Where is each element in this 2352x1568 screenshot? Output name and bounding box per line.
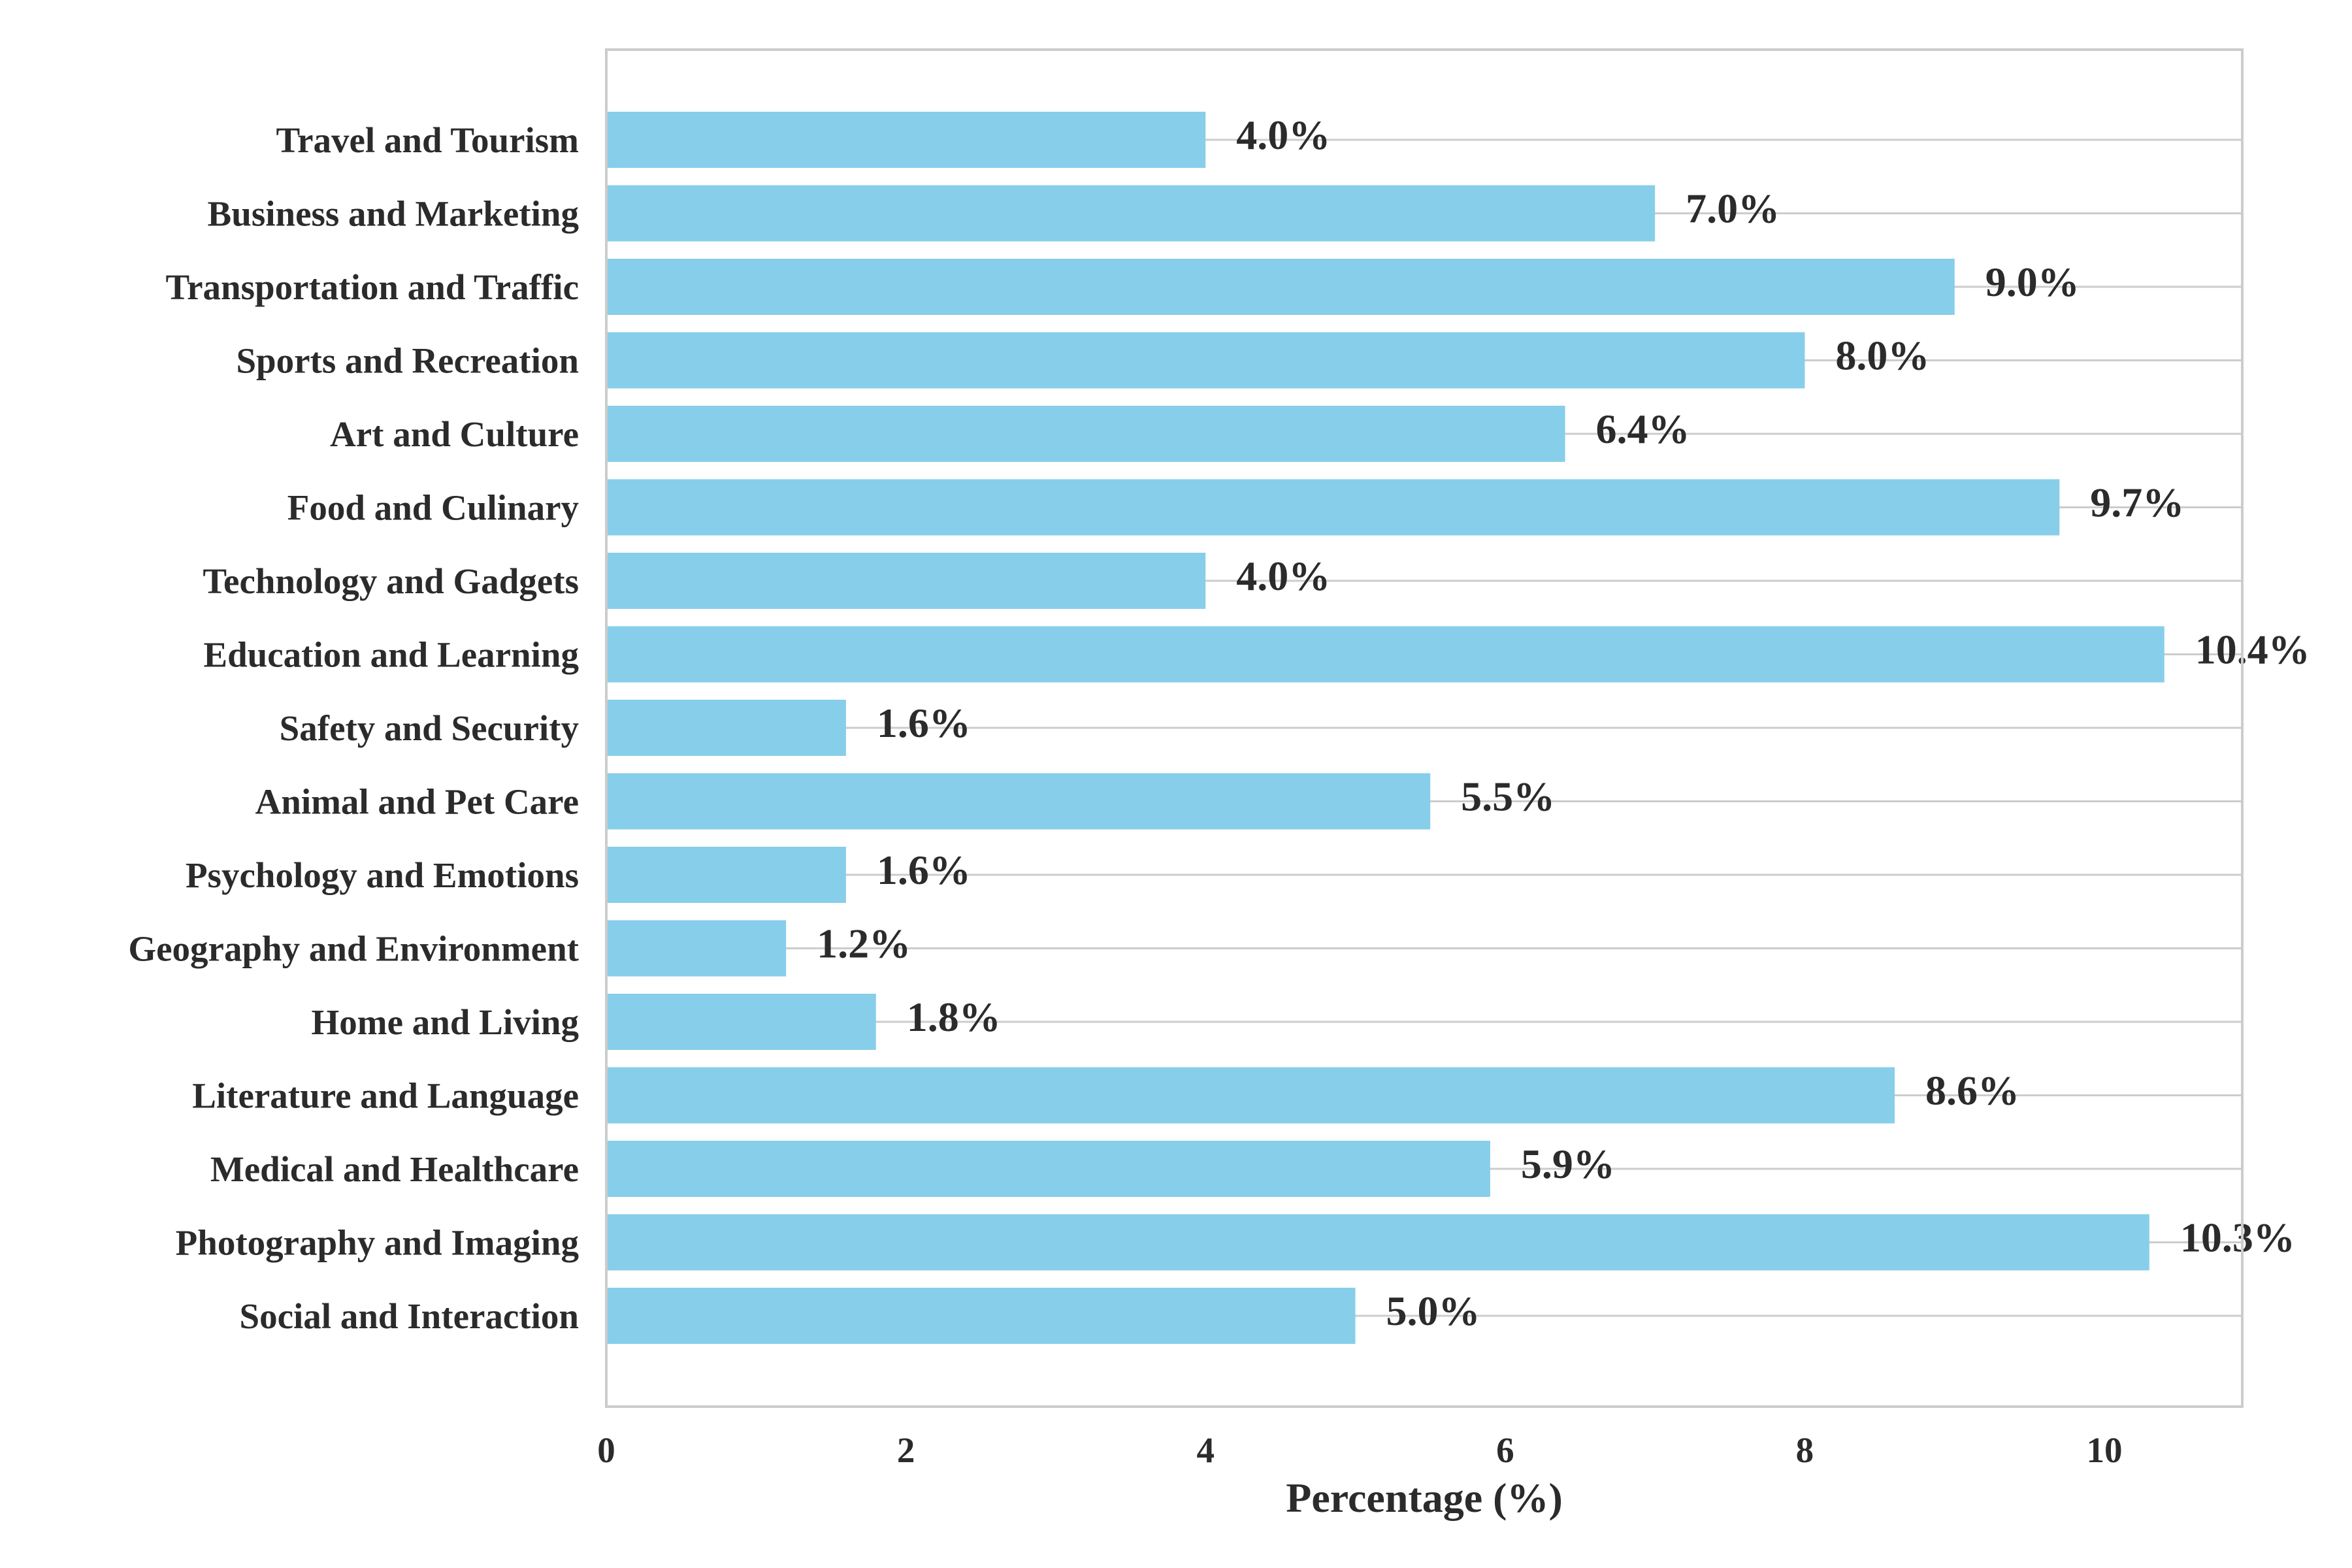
bar (606, 406, 1565, 462)
bar (606, 332, 1805, 389)
x-tick-label: 10 (2087, 1430, 2123, 1470)
category-label: Travel and Tourism (276, 120, 579, 160)
category-label: Medical and Healthcare (210, 1149, 579, 1189)
category-labels: Travel and Tourism Business and Marketing… (128, 120, 579, 1336)
bar (606, 185, 1656, 242)
bar (606, 700, 846, 756)
category-label: Social and Interaction (240, 1296, 579, 1336)
value-label: 10.4% (2195, 627, 2310, 673)
bar (606, 479, 2060, 536)
value-label: 1.8% (907, 994, 1001, 1040)
category-label: Transportation and Traffic (165, 267, 579, 307)
x-axis-title: Percentage (%) (1286, 1475, 1563, 1521)
category-label: Technology and Gadgets (203, 561, 579, 601)
value-label: 8.0% (1835, 333, 1929, 379)
bar (606, 1288, 1356, 1344)
category-label: Business and Marketing (208, 194, 579, 234)
value-label: 8.6% (1925, 1068, 2019, 1114)
category-label: Food and Culinary (287, 488, 579, 528)
value-label: 9.0% (1985, 259, 2080, 305)
category-label: Geography and Environment (128, 929, 579, 969)
value-label: 4.0% (1236, 112, 1330, 158)
bar (606, 847, 846, 903)
value-labels: 4.0% 7.0% 9.0% 8.0% 6.4% 9.7% 4.0% 10.4% 1.6% 5.5… (817, 112, 2310, 1334)
category-label: Home and Living (311, 1002, 579, 1042)
bar (606, 994, 876, 1050)
bar (606, 259, 1955, 315)
category-label: Photography and Imaging (176, 1223, 579, 1263)
value-label: 10.3% (2180, 1215, 2295, 1261)
value-label: 1.6% (877, 700, 971, 746)
bar (606, 1141, 1490, 1197)
x-tick-label: 0 (597, 1430, 615, 1470)
value-label: 7.0% (1686, 186, 1780, 232)
value-label: 9.7% (2090, 480, 2184, 526)
bars (606, 112, 2164, 1344)
x-tick-label: 4 (1196, 1430, 1215, 1470)
x-tick-label: 8 (1796, 1430, 1814, 1470)
bar (606, 1214, 2149, 1271)
category-label: Art and Culture (330, 414, 579, 454)
value-label: 1.2% (817, 921, 911, 967)
x-tick-label: 6 (1496, 1430, 1514, 1470)
bar (606, 920, 787, 977)
category-label: Safety and Security (280, 708, 579, 748)
category-label: Literature and Language (192, 1076, 579, 1116)
value-label: 1.6% (877, 847, 971, 893)
bar (606, 553, 1206, 609)
bar (606, 626, 2164, 683)
category-label: Animal and Pet Care (255, 782, 579, 822)
bar (606, 112, 1206, 168)
value-label: 5.5% (1461, 774, 1555, 820)
bar (606, 773, 1431, 830)
x-tick-label: 2 (897, 1430, 915, 1470)
category-label: Psychology and Emotions (186, 855, 579, 895)
value-label: 5.9% (1521, 1141, 1615, 1187)
category-label: Education and Learning (203, 635, 579, 675)
value-label: 4.0% (1236, 553, 1330, 599)
plot-frame (605, 48, 2244, 1408)
category-label: Sports and Recreation (236, 341, 579, 381)
gridlines (606, 139, 2242, 1317)
bar (606, 1067, 1895, 1124)
x-tick-labels: 0 2 4 6 8 10 (597, 1430, 2122, 1470)
value-label: 5.0% (1386, 1288, 1480, 1334)
value-label: 6.4% (1596, 406, 1690, 452)
